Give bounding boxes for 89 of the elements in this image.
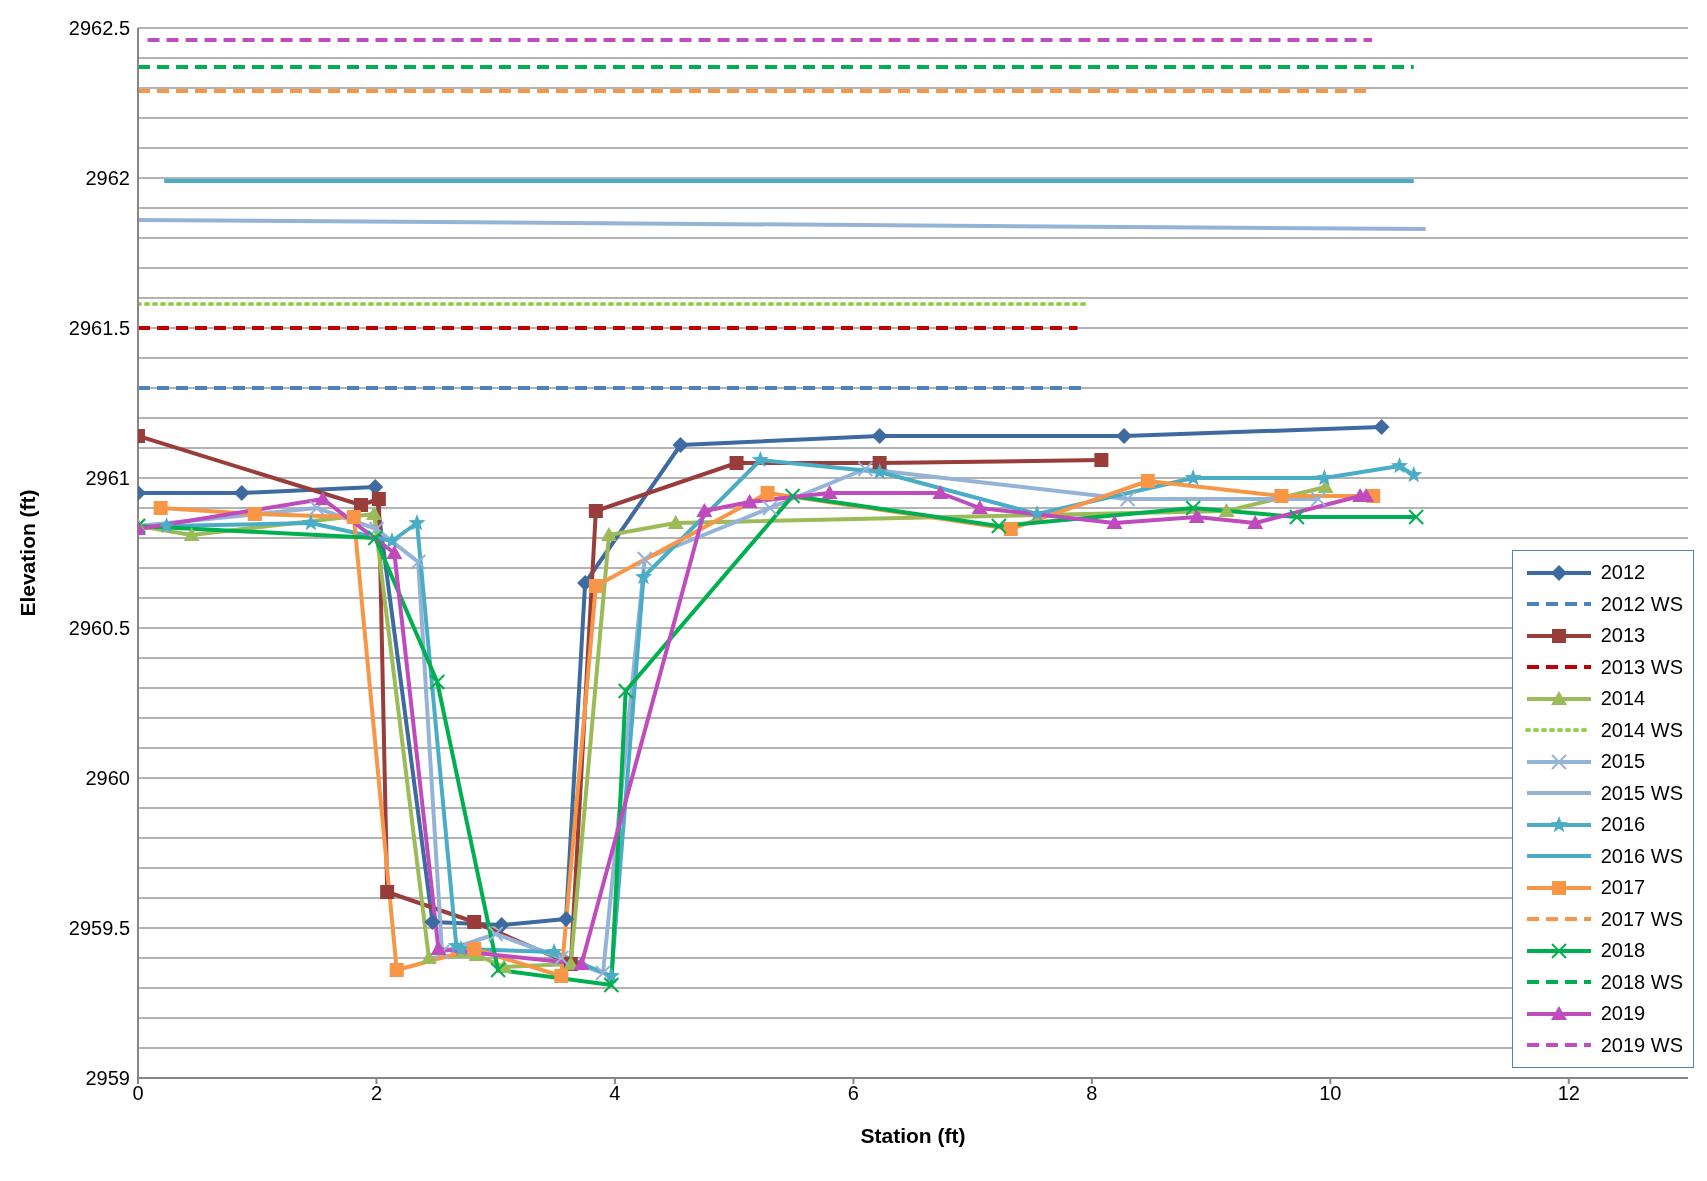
point: [389, 963, 404, 977]
point: [558, 911, 575, 927]
point: [1184, 469, 1202, 486]
point: [672, 437, 689, 453]
point: [751, 451, 769, 468]
y-tick-label: 2962: [85, 167, 130, 190]
legend-label: 2014: [1600, 687, 1646, 711]
x-tick-label: 10: [1319, 1082, 1342, 1105]
point: [408, 514, 426, 531]
point: [467, 915, 482, 929]
x-tick-label: 6: [847, 1082, 859, 1105]
point: [1218, 503, 1235, 517]
point: [366, 506, 383, 520]
x-axis-title: Station (ft): [860, 1124, 966, 1147]
legend-label: 2015: [1600, 750, 1646, 774]
point: [1003, 522, 1018, 536]
point: [971, 500, 988, 514]
legend-label: 2016: [1600, 813, 1646, 837]
y-tick-label: 2959.5: [68, 917, 130, 940]
y-tick-label: 2959: [85, 1067, 130, 1090]
point: [871, 463, 889, 480]
point: [932, 485, 949, 499]
point: [302, 514, 320, 531]
legend-label: 2016 WS: [1600, 844, 1683, 868]
point: [1094, 453, 1109, 467]
point: [573, 956, 590, 970]
point: [353, 498, 368, 512]
point: [1140, 474, 1155, 488]
point: [1116, 428, 1133, 444]
point: [588, 579, 603, 593]
point: [1390, 457, 1409, 474]
legend-label: 2013 WS: [1600, 655, 1683, 679]
legend-label: 2019: [1600, 1002, 1646, 1026]
point: [153, 501, 168, 515]
point: [554, 969, 569, 983]
legend-label: 2014 WS: [1600, 718, 1683, 742]
point: [760, 486, 775, 500]
point: [634, 568, 653, 585]
point: [247, 507, 262, 521]
point: [1373, 419, 1390, 435]
point: [380, 885, 395, 899]
point: [183, 527, 200, 541]
point: [1188, 509, 1205, 523]
x-tick-label: 0: [132, 1082, 144, 1105]
point: [424, 914, 441, 930]
legend-label: 2013: [1600, 624, 1646, 648]
point: [314, 491, 331, 505]
legend-label: 2012 WS: [1600, 592, 1683, 616]
point: [1405, 466, 1423, 483]
point: [545, 943, 563, 960]
point: [346, 510, 361, 524]
point: [386, 545, 403, 559]
y-tick-label: 2960.5: [68, 617, 130, 640]
x-tick-label: 8: [1086, 1082, 1098, 1105]
point: [158, 517, 176, 534]
legend-label: 2012: [1600, 561, 1646, 585]
point: [602, 967, 620, 984]
point: [1274, 489, 1289, 503]
point: [821, 485, 838, 499]
y-tick-label: 2961.5: [68, 317, 130, 340]
y-tick-label: 2961: [85, 467, 130, 490]
x-tick-label: 4: [609, 1082, 621, 1105]
point: [667, 515, 684, 529]
y-tick-label: 2962.5: [68, 17, 130, 40]
legend-label: 2019 WS: [1600, 1033, 1683, 1057]
point: [588, 504, 603, 518]
y-axis-title: Elevation (ft): [16, 489, 40, 617]
legend-label: 2018 WS: [1600, 970, 1683, 994]
point: [1106, 515, 1123, 529]
point: [729, 456, 744, 470]
legend-label: 2018: [1600, 939, 1646, 963]
point: [493, 917, 510, 933]
point: [233, 485, 250, 501]
point: [741, 494, 758, 508]
point: [696, 503, 713, 517]
point: [467, 942, 482, 956]
point: [430, 941, 447, 955]
legend-label: 2017 WS: [1600, 907, 1683, 931]
point: [1247, 515, 1264, 529]
point: [1028, 505, 1046, 522]
legend-label: 2017: [1600, 876, 1646, 900]
point: [871, 428, 888, 444]
point: [371, 492, 386, 506]
point: [600, 527, 617, 541]
x-tick-label: 2: [370, 1082, 383, 1105]
x-tick-label: 12: [1557, 1082, 1580, 1105]
legend-label: 2015 WS: [1600, 781, 1683, 805]
y-tick-label: 2960: [85, 767, 130, 790]
point: [420, 950, 437, 964]
